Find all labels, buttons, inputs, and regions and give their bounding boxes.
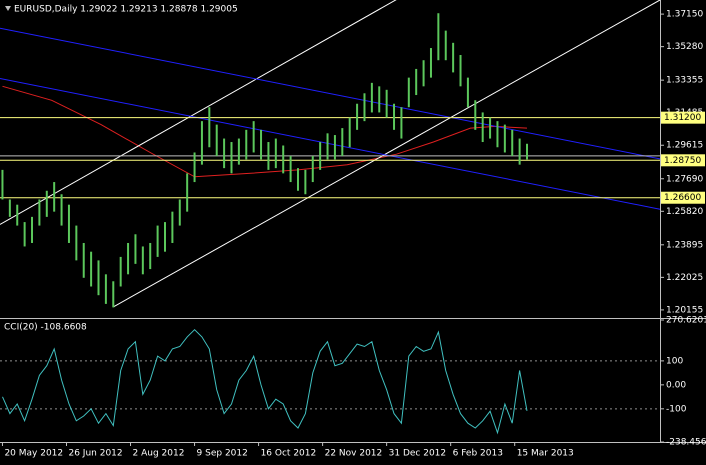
symbol-icon (5, 6, 11, 11)
chart-title: EURUSD,Daily 1.29022 1.29213 1.28878 1.2… (14, 5, 238, 15)
y-tick-label: -238.4566 (666, 438, 706, 448)
y-tick-label: 1.29615 (666, 141, 703, 151)
y-tick-label: 1.33355 (666, 76, 703, 86)
x-tick-label: 15 Mar 2013 (517, 449, 574, 459)
x-tick-label: 16 Oct 2012 (261, 449, 317, 459)
price-label-box (661, 191, 705, 204)
indicator-line (2, 329, 528, 435)
x-tick-label: 9 Sep 2012 (197, 449, 248, 459)
overlay-line (0, 0, 397, 225)
price-label: 1.28750 (664, 156, 701, 166)
price-label: 1.31200 (664, 113, 701, 123)
y-tick-label: 1.37150 (666, 10, 703, 20)
price-label-box (661, 111, 705, 124)
x-tick-label: 6 Feb 2013 (453, 449, 503, 459)
x-tick-label: 22 Nov 2012 (325, 449, 383, 459)
y-tick-label: -100 (666, 404, 687, 414)
y-tick-label: 1.27690 (666, 174, 703, 184)
indicator-title: CCI(20) -108.6608 (4, 323, 87, 333)
y-tick-label: 1.22025 (666, 273, 703, 283)
y-tick-label: 1.25820 (666, 207, 703, 217)
x-tick-label: 2 Aug 2012 (133, 449, 185, 459)
price-label-box (661, 154, 705, 167)
y-tick-label: 0.00 (666, 380, 686, 390)
x-tick-label: 20 May 2012 (4, 449, 63, 459)
y-tick-label: 1.35280 (666, 42, 703, 52)
y-tick-label: 1.23895 (666, 240, 703, 250)
y-tick-label: 100 (666, 356, 683, 366)
overlay-line (0, 27, 660, 160)
x-tick-label: 31 Dec 2012 (389, 449, 447, 459)
overlay-line (0, 78, 660, 210)
y-tick-label: 270.6201 (666, 316, 706, 326)
x-tick-label: 26 Jun 2012 (68, 449, 122, 459)
overlay-line (113, 0, 660, 308)
y-tick-label: 1.20155 (666, 305, 703, 315)
price-label: 1.26600 (664, 193, 701, 203)
